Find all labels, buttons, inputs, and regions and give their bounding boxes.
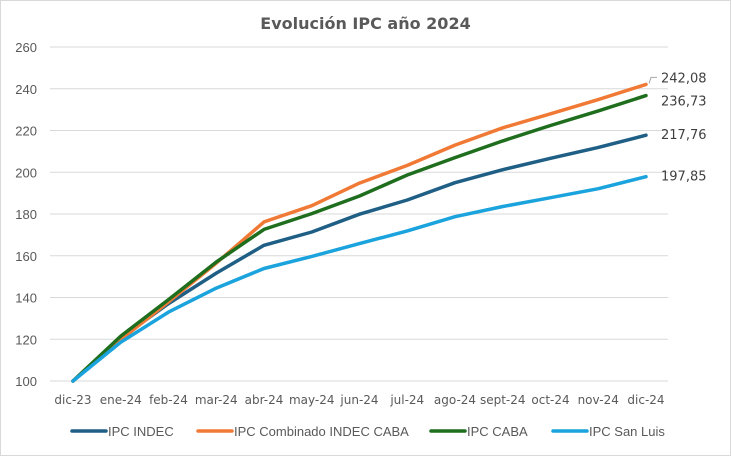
- y-tick-label: 140: [15, 291, 37, 306]
- x-tick-label: feb-24: [149, 393, 188, 407]
- y-tick-label: 180: [15, 207, 37, 222]
- x-tick-label: dic-23: [54, 393, 91, 407]
- x-tick-label: mar-24: [195, 393, 238, 407]
- chart-title: Evolución IPC año 2024: [260, 14, 471, 33]
- y-axis-ticks: 100 120 140 160 180 200 220 240 260: [15, 40, 37, 389]
- x-tick-label: jul-24: [389, 393, 424, 407]
- y-tick-label: 160: [15, 249, 37, 264]
- y-tick-label: 120: [15, 332, 37, 347]
- y-tick-label: 220: [15, 124, 37, 139]
- series-lines: [71, 82, 648, 383]
- data-label: 242,08: [661, 71, 707, 86]
- legend-label: IPC Combinado INDEC CABA: [234, 424, 409, 439]
- y-tick-label: 100: [15, 374, 37, 389]
- y-tick-label: 200: [15, 165, 37, 180]
- y-tick-label: 260: [15, 40, 37, 55]
- x-tick-label: may-24: [289, 393, 335, 407]
- data-label: 217,76: [661, 128, 707, 143]
- series-line-ipc-combinado-indec-caba: [71, 82, 648, 383]
- x-tick-label: ago-24: [434, 393, 476, 407]
- series-line-ipc-caba: [71, 93, 648, 383]
- legend-label: IPC INDEC: [108, 424, 174, 439]
- x-tick-label: abr-24: [245, 393, 284, 407]
- legend-label: IPC San Luis: [589, 424, 665, 439]
- data-label: 236,73: [661, 95, 707, 110]
- data-label-leader-line: [648, 76, 657, 84]
- legend-label: IPC CABA: [467, 424, 528, 439]
- y-tick-label: 240: [15, 82, 37, 97]
- x-tick-label: jun-24: [339, 393, 378, 407]
- x-tick-label: oct-24: [531, 393, 569, 407]
- x-tick-label: ene-24: [100, 393, 142, 407]
- data-labels: 217,76 242,08 236,73 197,85: [648, 71, 707, 185]
- gridlines: [50, 46, 668, 382]
- x-tick-label: dic-24: [627, 393, 664, 407]
- x-tick-label: nov-24: [578, 393, 619, 407]
- legend: IPC INDEC IPC Combinado INDEC CABA IPC CAB…: [70, 424, 665, 439]
- data-label: 197,85: [661, 170, 707, 185]
- x-tick-label: sept-24: [480, 393, 526, 407]
- x-axis-ticks: dic-23 ene-24 feb-24 mar-24 abr-24 may-24 jun-…: [54, 393, 664, 407]
- series-line-ipc-san-luis: [71, 174, 648, 383]
